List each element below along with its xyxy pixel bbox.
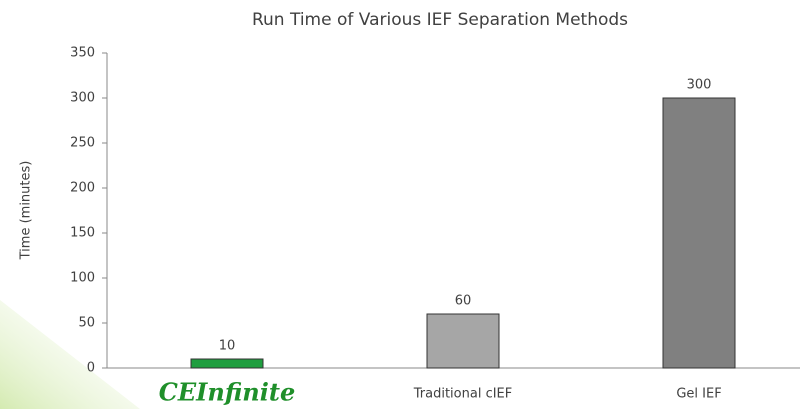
y-axis-label: Time (minutes) <box>19 161 34 261</box>
y-tick-label: 200 <box>70 181 95 196</box>
data-label: 10 <box>219 339 236 354</box>
x-tick-label: Traditional cIEF <box>413 387 513 402</box>
bar <box>426 313 500 369</box>
bar <box>662 97 736 369</box>
y-tick-label: 250 <box>70 136 95 151</box>
data-label: 300 <box>687 78 712 93</box>
y-tick-label: 300 <box>70 91 95 106</box>
bar <box>190 358 264 369</box>
decoration <box>0 300 140 409</box>
y-tick-label: 150 <box>70 226 95 241</box>
data-label: 60 <box>455 294 472 309</box>
x-tick-label: CEInfinite <box>159 378 295 407</box>
y-tick-label: 100 <box>70 271 95 286</box>
x-tick-label: Gel IEF <box>676 387 721 402</box>
chart-title: Run Time of Various IEF Separation Metho… <box>252 10 628 30</box>
y-tick-label: 0 <box>87 361 95 376</box>
y-tick-label: 50 <box>78 316 95 331</box>
y-tick-label: 350 <box>70 46 95 61</box>
